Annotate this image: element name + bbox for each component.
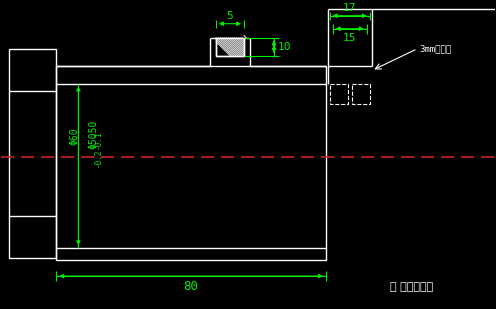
Bar: [216, 38, 244, 56]
Text: 10: 10: [278, 42, 292, 52]
Text: -0.1: -0.1: [94, 131, 103, 149]
Text: 3mm宽割刀: 3mm宽割刀: [420, 44, 452, 53]
Bar: [8, 49, 57, 258]
Text: 5: 5: [227, 11, 234, 21]
Bar: [330, 83, 348, 104]
Text: 80: 80: [184, 280, 198, 293]
Text: -0.2: -0.2: [94, 149, 103, 167]
Text: 17: 17: [343, 3, 357, 13]
Text: 15: 15: [343, 33, 357, 43]
Text: Φ5050: Φ5050: [88, 120, 98, 149]
Text: Φ60: Φ60: [69, 128, 79, 146]
Text: 🐾 邹军爱数控: 🐾 邹军爱数控: [390, 282, 433, 292]
Bar: [352, 83, 370, 104]
Bar: [57, 66, 326, 260]
